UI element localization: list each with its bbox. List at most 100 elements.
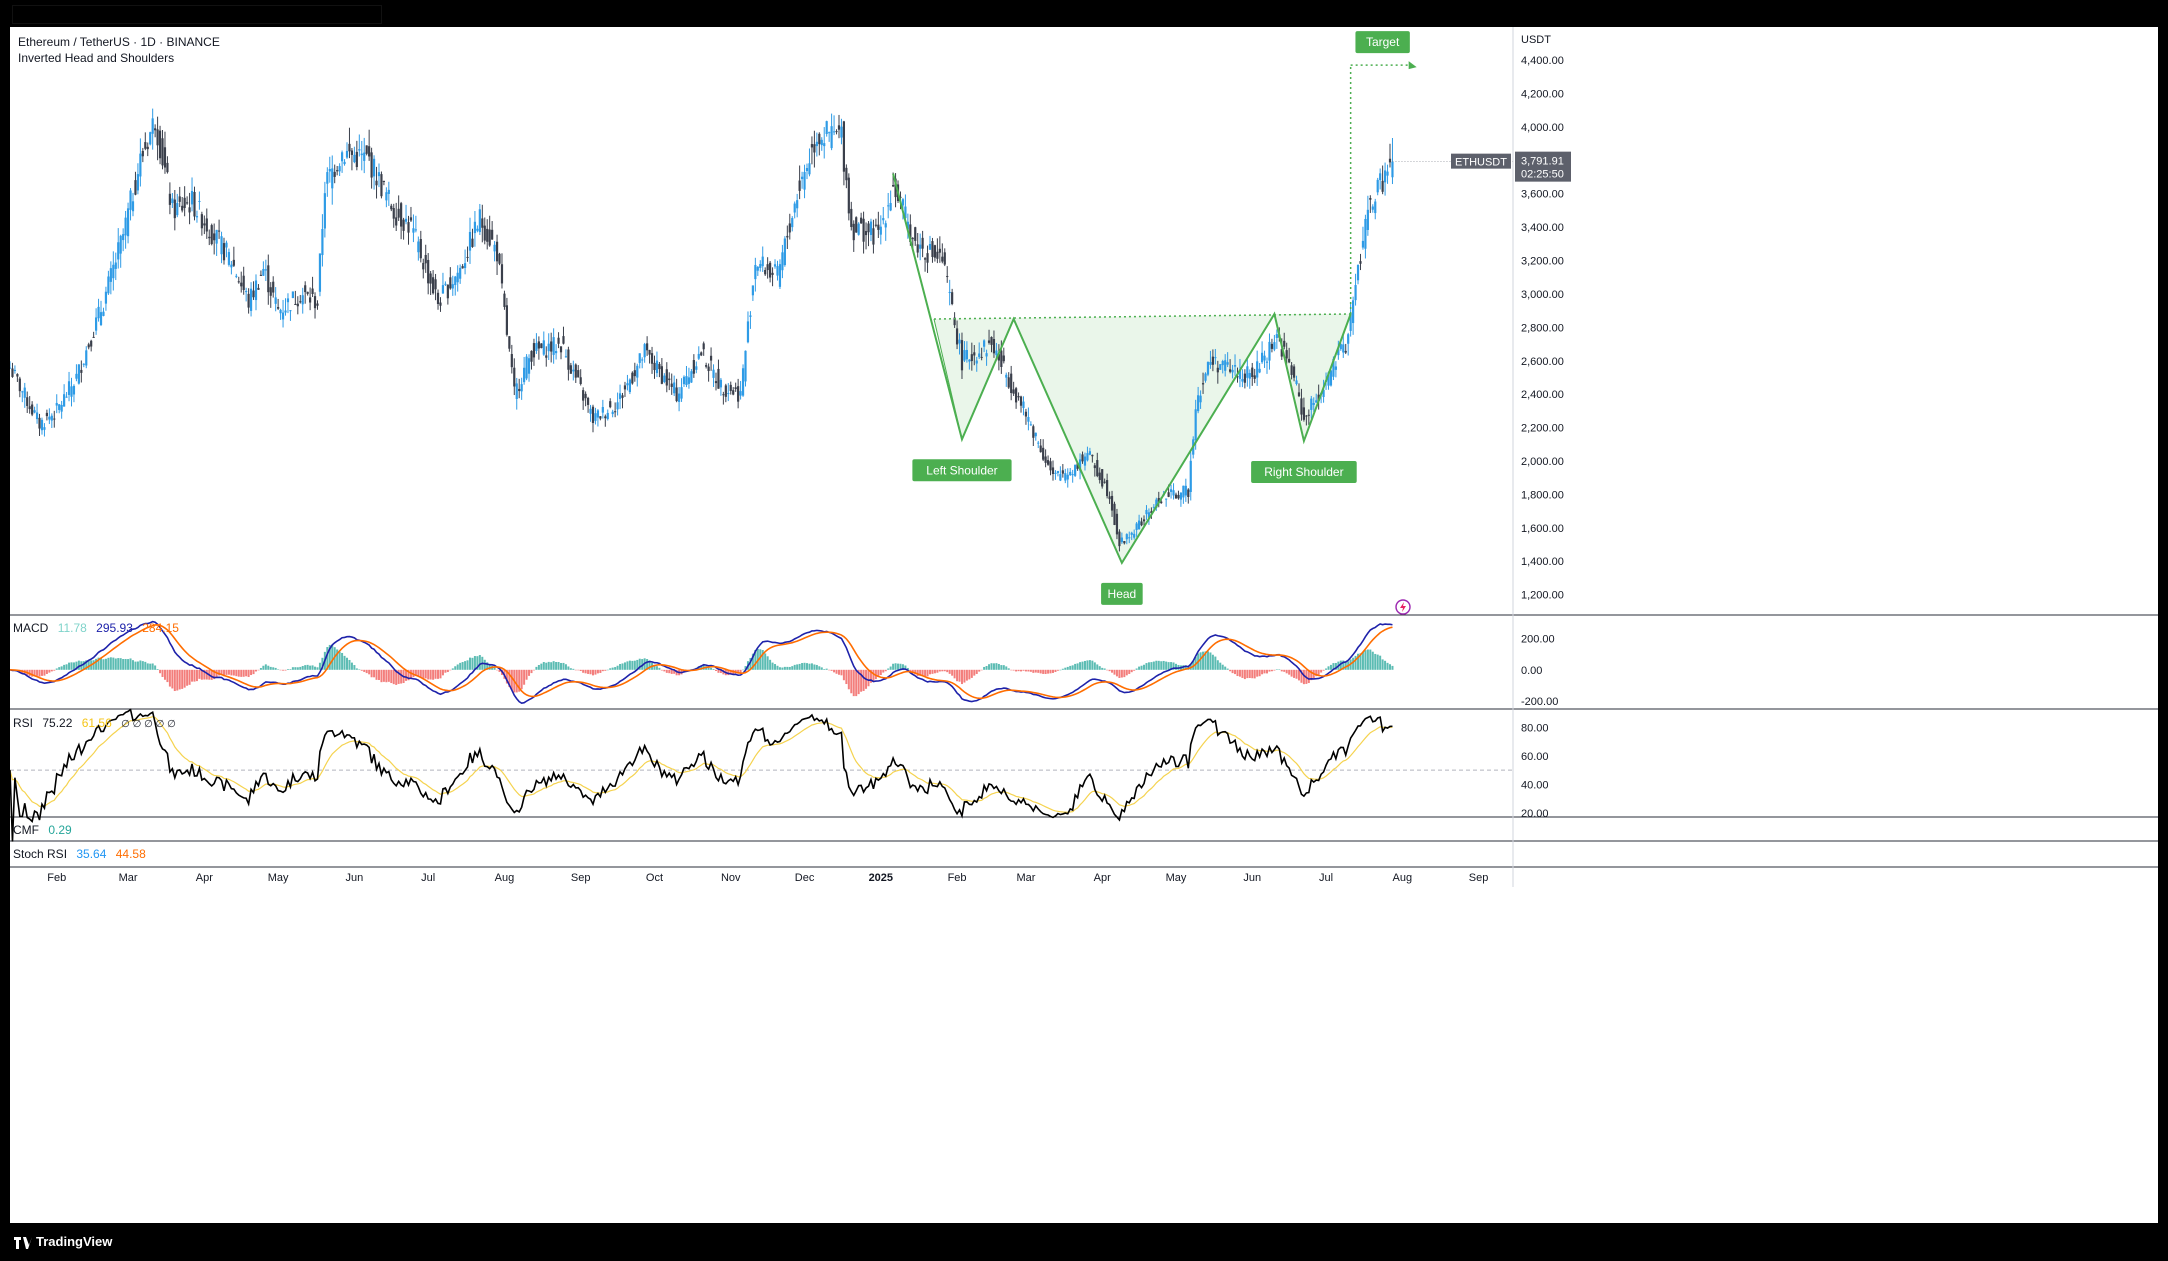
macd-histogram-bar	[806, 663, 809, 670]
macd-histogram-bar	[1293, 669, 1296, 678]
candle-body	[1374, 201, 1377, 214]
candle-body	[210, 225, 213, 245]
candle-body	[1229, 369, 1232, 372]
macd-histogram-bar	[444, 669, 447, 673]
symbol-legend[interactable]: Ethereum / TetherUS · 1D · BINANCE Inver…	[18, 35, 220, 65]
macd-histogram-bar	[240, 669, 243, 677]
macd-histogram-bar	[163, 669, 166, 680]
macd-histogram-bar	[1280, 669, 1283, 672]
candle-body	[673, 382, 676, 394]
candle-body	[377, 172, 381, 177]
rsi-legend[interactable]: RSI 75.22 61.56 ∅ ∅ ∅ ∅ ∅	[13, 716, 182, 730]
macd-name: MACD	[13, 621, 49, 635]
symbol-tag-box	[1451, 153, 1511, 169]
candle-body	[486, 228, 489, 242]
macd-histogram-bar	[168, 669, 171, 687]
macd-histogram-bar	[1184, 665, 1187, 670]
candle-body	[515, 383, 518, 399]
macd-histogram-bar	[508, 669, 511, 687]
candle-body	[348, 143, 351, 152]
macd-histogram-bar	[60, 666, 63, 670]
time-axis-label: Oct	[646, 872, 663, 884]
candle-body	[1042, 447, 1045, 460]
macd-histogram-bar	[774, 664, 777, 670]
candle-body	[1137, 520, 1141, 530]
candle-body	[97, 306, 100, 319]
symbol-title: Ethereum / TetherUS · 1D · BINANCE	[18, 35, 220, 49]
macd-histogram-bar	[1111, 669, 1114, 673]
candle-body	[1381, 180, 1384, 192]
candle-body	[461, 266, 464, 269]
candle-body	[1270, 343, 1274, 349]
macd-histogram-bar	[941, 669, 944, 672]
macd-histogram-bar	[1015, 669, 1018, 672]
candle-body	[692, 360, 695, 374]
macd-tick-label: 200.00	[1521, 634, 1555, 646]
macd-histogram-bar	[1361, 651, 1364, 670]
macd-histogram-bar	[1327, 666, 1330, 670]
candle-body	[1344, 350, 1347, 353]
macd-histogram-bar	[225, 669, 228, 675]
macd-histogram-bar	[505, 669, 508, 684]
tradingview-brand[interactable]: TradingView	[14, 1234, 112, 1249]
candle-body	[498, 253, 501, 264]
candle-body	[190, 190, 194, 205]
macd-histogram-bar	[122, 659, 125, 670]
macd-histogram-bar	[1339, 660, 1342, 670]
candle-body	[682, 376, 686, 385]
candle-body	[1258, 368, 1261, 373]
candle-body	[316, 303, 319, 306]
macd-histogram-bar	[55, 668, 58, 670]
candle-body	[72, 385, 76, 395]
time-axis-label: Aug	[1393, 872, 1413, 884]
candle-body	[916, 244, 919, 253]
candle-body	[995, 350, 998, 356]
candle-body	[611, 411, 614, 415]
macd-histogram-bar	[574, 669, 577, 671]
macd-histogram-bar	[58, 667, 61, 670]
macd-histogram-bar	[250, 669, 253, 676]
candle-body	[596, 410, 600, 418]
cmf-legend[interactable]: CMF 0.29	[13, 823, 78, 837]
macd-histogram-bar	[1219, 662, 1222, 670]
candle-body	[1000, 350, 1003, 367]
chart-panel[interactable]: 4,400.004,200.004,000.003,800.003,600.00…	[10, 27, 2158, 1223]
candle-body	[372, 158, 376, 177]
candle-body	[847, 177, 850, 214]
candle-body	[926, 253, 929, 263]
candle-body	[1152, 506, 1155, 508]
candle-body	[941, 256, 944, 262]
candle-body	[1083, 456, 1087, 466]
candle-body	[992, 339, 996, 354]
macd-histogram-bar	[397, 669, 400, 684]
candle-body	[569, 365, 572, 374]
macd-histogram-bar	[623, 662, 626, 670]
candle-body	[970, 354, 973, 362]
candle-body	[793, 203, 796, 213]
candle-body	[574, 364, 577, 378]
macd-histogram-bar	[1120, 669, 1123, 678]
rsi-tick-label: 40.00	[1521, 779, 1549, 791]
candle-body	[163, 147, 167, 168]
macd-histogram-bar	[156, 669, 159, 670]
candle-body	[28, 406, 31, 410]
candle-body	[650, 353, 654, 364]
candle-body	[397, 208, 400, 218]
candle-body	[906, 221, 909, 230]
macd-histogram-bar	[587, 669, 590, 674]
macd-histogram-bar	[294, 667, 297, 670]
macd-histogram-bar	[781, 667, 784, 670]
candle-body	[1130, 532, 1133, 535]
candle-body	[217, 230, 221, 232]
candle-body	[456, 272, 459, 283]
candle-body	[973, 352, 976, 356]
candle-body	[1386, 171, 1389, 176]
macd-histogram-bar	[980, 669, 983, 671]
macd-histogram-bar	[365, 669, 368, 674]
candle-body	[400, 203, 403, 227]
chart-canvas[interactable]: 4,400.004,200.004,000.003,800.003,600.00…	[10, 27, 2158, 1223]
macd-legend[interactable]: MACD 11.78 295.93 284.15	[13, 621, 185, 635]
macd-histogram-bar	[973, 669, 976, 676]
candle-body	[850, 208, 853, 228]
stoch-rsi-legend[interactable]: Stoch RSI 35.64 44.58	[13, 847, 152, 861]
